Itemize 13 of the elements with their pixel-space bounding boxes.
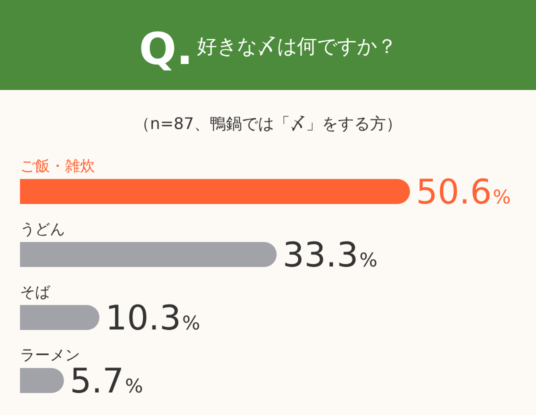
- data-label: 5.7%: [70, 362, 144, 402]
- y-tick-label: ご飯・雑炊: [20, 157, 95, 175]
- data-label: 10.3%: [105, 298, 200, 338]
- data-label: 33.3%: [282, 236, 378, 276]
- bar: [20, 368, 64, 393]
- bar: [20, 179, 410, 204]
- y-tick-label: ラーメン: [20, 346, 80, 364]
- y-tick-label: そば: [20, 283, 51, 301]
- chart-subtitle: （n=87、鴨鍋では「〆」をする方）: [134, 114, 402, 133]
- data-label: 50.6%: [416, 172, 511, 212]
- bar: [20, 242, 277, 267]
- bar: [20, 305, 100, 330]
- y-tick-label: うどん: [20, 220, 65, 238]
